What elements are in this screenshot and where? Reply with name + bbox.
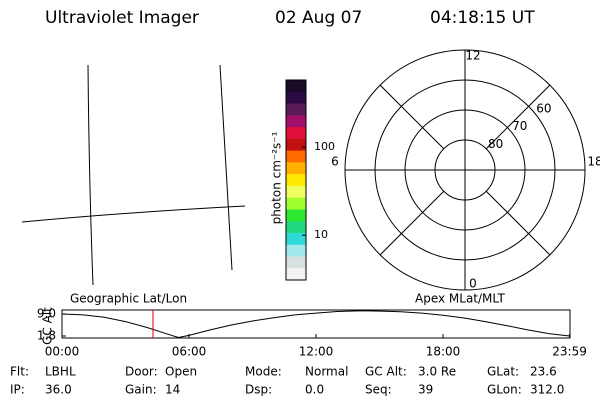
title: Ultraviolet Imager: [45, 8, 199, 28]
colorbar-cell: [286, 221, 306, 234]
status-label: Door:: [125, 365, 158, 379]
status-value: 0.0: [305, 383, 324, 397]
mlt-label: 0: [469, 277, 477, 291]
status-value: Open: [165, 365, 197, 379]
status-label: Gain:: [125, 383, 157, 397]
altitude-line: [61, 310, 570, 339]
status-label: Seq:: [365, 383, 392, 397]
status-value: 39: [418, 383, 433, 397]
geo-label: Geographic Lat/Lon: [70, 292, 187, 306]
mlt-label: 18: [587, 155, 600, 169]
colorbar-tick-label: 10: [314, 228, 328, 241]
status-value: LBHL: [45, 365, 76, 379]
status-label: GC Alt:: [365, 365, 407, 379]
colorbar-cell: [286, 162, 306, 175]
time: 04:18:15 UT: [430, 8, 535, 28]
colorbar-cell: [286, 209, 306, 222]
status-value: 312.0: [530, 383, 564, 397]
geo-meridian: [87, 64, 94, 286]
colorbar-cell: [286, 232, 306, 246]
status-value: 3.0 Re: [418, 365, 456, 379]
x-tick-label: 23:59: [552, 345, 587, 359]
lat-ring: [434, 139, 496, 201]
polar-diagonal: [379, 190, 445, 256]
colorbar-cell: [286, 138, 306, 152]
colorbar-cell: [286, 103, 306, 116]
status-value: 23.6: [530, 365, 557, 379]
y-tick-label: 9.0: [37, 306, 56, 320]
geo-grid: [21, 64, 246, 286]
mlt-label: 6: [331, 155, 339, 169]
lat-label: 70: [512, 119, 527, 133]
x-tick-label: 00:00: [45, 345, 80, 359]
colorbar-cell: [286, 256, 306, 269]
geo-parallel: [21, 205, 246, 223]
lat-label: 60: [536, 101, 551, 115]
colorbar-frame: [285, 79, 307, 281]
alt-ylabel: GC Alt: [41, 307, 55, 345]
colorbar-tick-label: 100: [314, 140, 335, 153]
x-tick-label: 18:00: [426, 345, 461, 359]
status-label: GLon:: [487, 383, 522, 397]
colorbar-cell: [286, 174, 306, 187]
status-value: 36.0: [45, 383, 72, 397]
colorbar-cell: [286, 268, 306, 281]
lat-ring: [404, 109, 526, 231]
lat-ring: [374, 79, 556, 261]
x-tick-label: 06:00: [172, 345, 207, 359]
colorbar-cell: [286, 80, 306, 93]
colorbar-cell: [286, 91, 306, 105]
status-value: Normal: [305, 365, 348, 379]
lat-label: 80: [488, 137, 503, 151]
colorbar-label: photon cm⁻²s⁻¹: [270, 131, 284, 224]
alt-frame: [61, 309, 571, 339]
colorbar-cell: [286, 197, 306, 210]
colorbar-cell: [286, 115, 306, 128]
geo-meridian: [219, 64, 233, 271]
polar-diagonal: [485, 190, 551, 256]
polar-diagonal: [485, 84, 551, 150]
x-tick-label: 12:00: [299, 345, 334, 359]
colorbar-cell: [286, 150, 306, 163]
status-label: Dsp:: [245, 383, 272, 397]
colorbar-cell: [286, 127, 306, 140]
status-label: GLat:: [487, 365, 519, 379]
status-label: Mode:: [245, 365, 282, 379]
colorbar-cell: [286, 244, 306, 257]
status-value: 14: [165, 383, 180, 397]
status-label: IP:: [10, 383, 25, 397]
mlt-label: 12: [465, 49, 480, 63]
y-tick-label: 1.8: [37, 329, 56, 343]
colorbar-cell: [286, 185, 306, 199]
polar-label: Apex MLat/MLT: [415, 292, 505, 306]
date: 02 Aug 07: [275, 8, 362, 28]
polar-diagonal: [379, 84, 445, 150]
status-label: Flt:: [10, 365, 29, 379]
